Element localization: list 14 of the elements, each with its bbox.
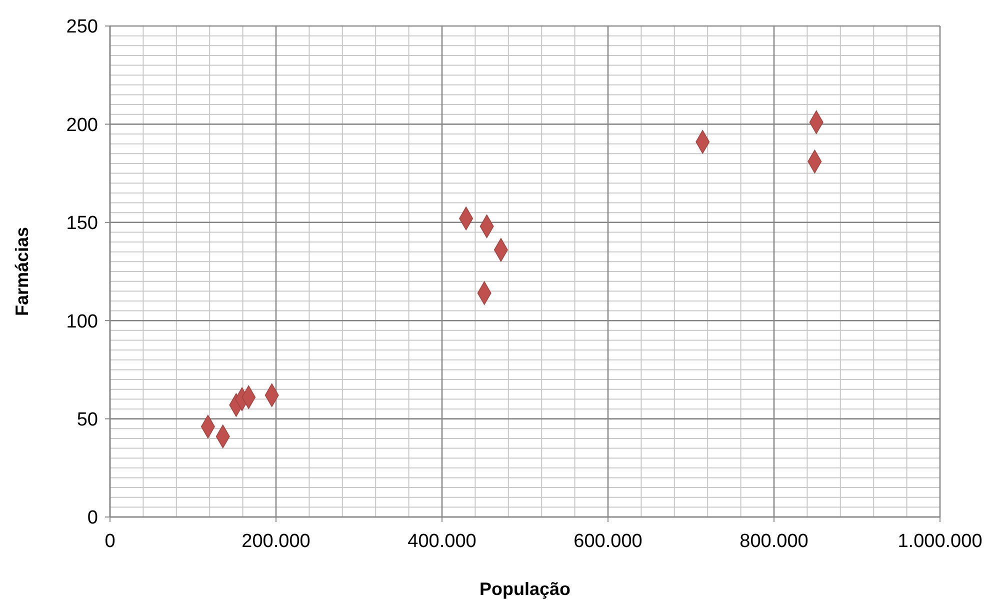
y-axis-title: Farmácias bbox=[12, 226, 32, 316]
x-tick-label: 1.000.000 bbox=[898, 531, 982, 552]
x-tick-label: 200.000 bbox=[242, 531, 310, 552]
y-tick-label: 250 bbox=[66, 16, 98, 38]
y-tick-label: 50 bbox=[76, 409, 98, 430]
y-tick-label: 100 bbox=[66, 311, 98, 332]
x-axis-title: População bbox=[479, 579, 571, 599]
x-tick-label: 400.000 bbox=[408, 531, 476, 552]
x-tick-label: 800.000 bbox=[740, 531, 808, 552]
y-tick-label: 0 bbox=[87, 508, 98, 529]
x-tick-label: 600.000 bbox=[574, 531, 642, 552]
y-tick-label: 200 bbox=[66, 114, 98, 136]
x-tick-label: 0 bbox=[104, 531, 116, 552]
y-tick-label: 150 bbox=[66, 213, 98, 234]
